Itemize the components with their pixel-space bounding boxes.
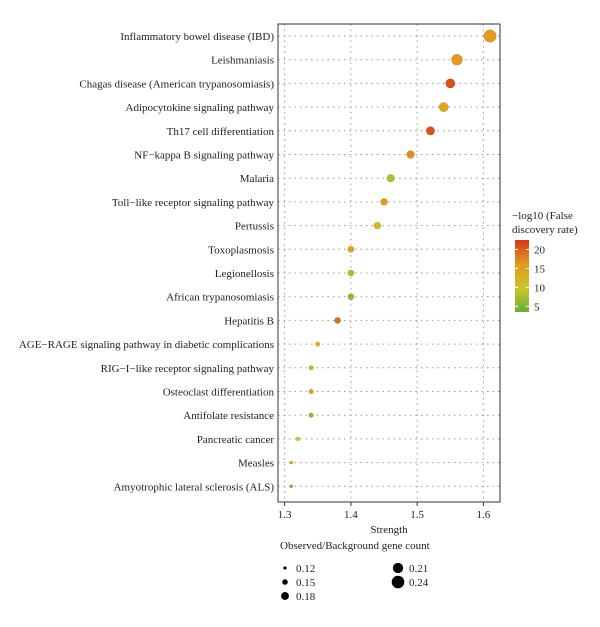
- y-tick-label: Inflammatory bowel disease (IBD): [120, 31, 274, 43]
- data-point: [289, 460, 294, 465]
- x-tick-label: 1.4: [344, 509, 358, 521]
- y-tick-label: RIG−I−like receptor signaling pathway: [101, 363, 275, 375]
- data-point: [347, 269, 355, 277]
- data-point: [347, 293, 355, 301]
- y-tick-label: Measles: [238, 458, 274, 470]
- data-point: [308, 412, 314, 418]
- y-tick-label: Pancreatic cancer: [197, 434, 275, 446]
- data-point: [289, 484, 294, 489]
- color-legend-label: 20: [534, 244, 546, 256]
- y-tick-label: Amyotrophic lateral sclerosis (ALS): [114, 481, 275, 493]
- size-legend-symbol: [283, 566, 287, 570]
- data-point: [438, 102, 449, 113]
- y-tick-label: Toxoplasmosis: [208, 244, 274, 256]
- data-point: [308, 365, 314, 371]
- size-legend-label: 0.18: [296, 591, 316, 603]
- data-point: [483, 29, 497, 43]
- data-point: [347, 245, 355, 253]
- data-point: [445, 78, 456, 89]
- y-tick-label: Antifolate resistance: [183, 410, 274, 422]
- y-tick-label: Leishmaniasis: [211, 55, 274, 67]
- size-legend-symbol: [282, 579, 288, 585]
- size-legend-symbol: [281, 592, 289, 600]
- y-tick-label: African trypanosomiasis: [166, 292, 274, 304]
- data-point: [308, 388, 314, 395]
- data-point: [373, 221, 382, 230]
- size-legend-label: 0.21: [409, 563, 428, 575]
- y-tick-label: Osteoclast differentiation: [163, 387, 275, 399]
- data-point: [425, 126, 436, 136]
- y-tick-label: NF−kappa B signaling pathway: [134, 150, 274, 162]
- data-point: [334, 316, 342, 324]
- y-tick-label: Th17 cell differentiation: [167, 126, 275, 138]
- data-points: [289, 29, 497, 489]
- color-legend-label: 10: [534, 282, 546, 294]
- plot-border: [277, 23, 501, 503]
- y-tick-label: Adipocytokine signaling pathway: [126, 102, 275, 114]
- x-tick-label: 1.3: [278, 509, 292, 521]
- x-axis-title: Strength: [370, 524, 408, 536]
- data-point: [451, 53, 463, 66]
- x-tick-label: 1.5: [410, 509, 424, 521]
- size-legend-label: 0.12: [296, 563, 315, 575]
- data-point: [380, 198, 388, 206]
- color-legend-bar: [515, 240, 529, 312]
- color-legend-label: 5: [534, 301, 540, 313]
- y-tick-label: Legionellosis: [215, 268, 274, 280]
- y-tick-label: AGE−RAGE signaling pathway in diabetic c…: [19, 339, 274, 351]
- color-legend: −log10 (False discovery rate) 5 10 15 20: [512, 210, 578, 313]
- grid-lines: [278, 24, 500, 502]
- y-tick-label: Malaria: [240, 173, 274, 185]
- color-legend-title: discovery rate): [512, 224, 578, 236]
- size-legend-title: Observed/Background gene count: [280, 540, 430, 552]
- data-point: [295, 436, 301, 442]
- y-tick-label: Hepatitis B: [224, 315, 274, 327]
- y-tick-label: Pertussis: [235, 221, 274, 233]
- color-legend-label: 15: [534, 263, 546, 275]
- x-axis: 1.3 1.4 1.5 1.6: [278, 502, 491, 521]
- data-point: [406, 150, 415, 159]
- size-legend-symbol: [391, 575, 405, 589]
- y-axis-category-labels: Inflammatory bowel disease (IBD) Leishman…: [19, 31, 275, 493]
- data-point: [386, 174, 395, 183]
- y-tick-label: Chagas disease (American trypanosomiasis…: [79, 78, 274, 90]
- size-legend-label: 0.24: [409, 577, 429, 589]
- color-legend-title: −log10 (False: [512, 210, 573, 222]
- x-tick-label: 1.6: [477, 509, 491, 521]
- size-legend-symbol: [392, 562, 404, 574]
- size-legend: Observed/Background gene count 0.12 0.15 0.…: [280, 540, 430, 603]
- y-tick-label: Toll−like receptor signaling pathway: [112, 197, 275, 209]
- size-legend-label: 0.15: [296, 577, 316, 589]
- data-point: [315, 341, 321, 347]
